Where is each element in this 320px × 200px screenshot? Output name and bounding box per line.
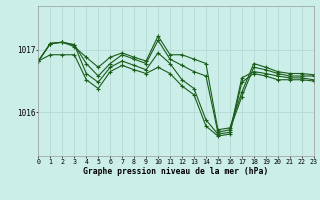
X-axis label: Graphe pression niveau de la mer (hPa): Graphe pression niveau de la mer (hPa)	[84, 167, 268, 176]
